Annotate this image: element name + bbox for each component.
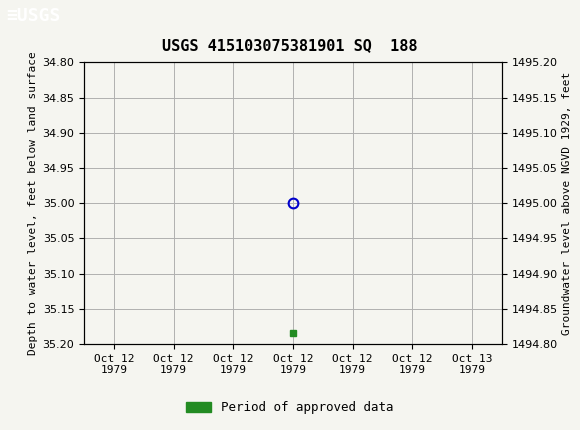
Y-axis label: Depth to water level, feet below land surface: Depth to water level, feet below land su…: [28, 51, 38, 355]
Text: ≡USGS: ≡USGS: [6, 7, 60, 25]
Text: USGS 415103075381901 SQ  188: USGS 415103075381901 SQ 188: [162, 38, 418, 52]
Y-axis label: Groundwater level above NGVD 1929, feet: Groundwater level above NGVD 1929, feet: [561, 71, 572, 335]
Legend: Period of approved data: Period of approved data: [181, 396, 399, 419]
